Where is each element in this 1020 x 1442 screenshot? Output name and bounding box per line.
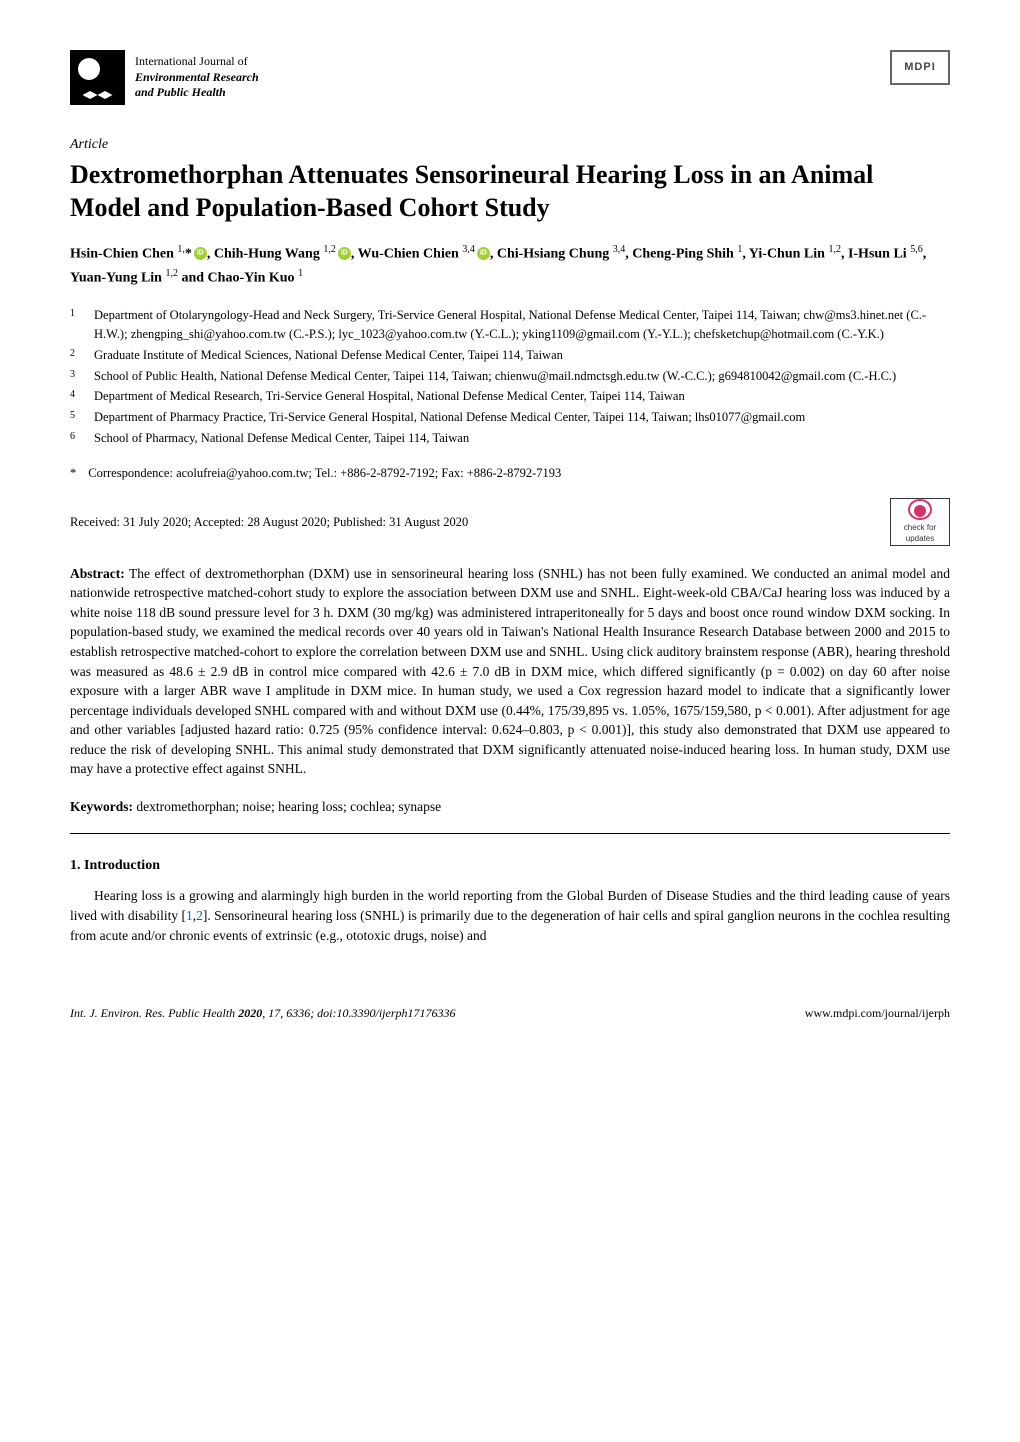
keywords-text: dextromethorphan; noise; hearing loss; c…: [136, 799, 441, 814]
affiliation-row: 5 Department of Pharmacy Practice, Tri-Se…: [70, 408, 950, 427]
abstract-label: Abstract:: [70, 566, 125, 581]
abstract-block: Abstract: The effect of dextromethorphan…: [70, 564, 950, 779]
journal-brand: International Journal of Environmental R…: [70, 50, 259, 105]
page-footer: Int. J. Environ. Res. Public Health 2020…: [70, 997, 950, 1022]
footer-url[interactable]: www.mdpi.com/journal/ijerph: [805, 1005, 950, 1022]
author-list: Hsin-Chien Chen 1,*, Chih-Hung Wang 1,2,…: [70, 242, 950, 290]
affiliation-row: 3 School of Public Health, National Defen…: [70, 367, 950, 386]
affiliation-number: 4: [70, 387, 82, 406]
article-title: Dextromethorphan Attenuates Sensorineura…: [70, 159, 950, 224]
affiliations-list: 1 Department of Otolaryngology-Head and N…: [70, 306, 950, 447]
crossmark-icon: [908, 499, 932, 520]
journal-line1: International Journal of: [135, 54, 259, 70]
keywords-block: Keywords: dextromethorphan; noise; heari…: [70, 797, 950, 834]
affiliation-text: Department of Medical Research, Tri-Serv…: [94, 387, 685, 406]
mdpi-logo-icon: MDPI: [890, 50, 950, 85]
check-updates-badge[interactable]: check for updates: [890, 498, 950, 546]
affiliation-row: 1 Department of Otolaryngology-Head and N…: [70, 306, 950, 344]
journal-title-block: International Journal of Environmental R…: [135, 54, 259, 101]
correspondence-symbol: *: [70, 464, 76, 482]
dates-row: Received: 31 July 2020; Accepted: 28 Aug…: [70, 498, 950, 546]
affiliation-text: School of Pharmacy, National Defense Med…: [94, 429, 469, 448]
affiliation-number: 6: [70, 429, 82, 448]
journal-line3: and Public Health: [135, 85, 259, 101]
affiliation-text: Graduate Institute of Medical Sciences, …: [94, 346, 563, 365]
affiliation-text: Department of Otolaryngology-Head and Ne…: [94, 306, 950, 344]
affiliation-text: School of Public Health, National Defens…: [94, 367, 896, 386]
check-updates-label: check for updates: [891, 522, 949, 545]
journal-url-link[interactable]: www.mdpi.com/journal/ijerph: [805, 1006, 950, 1020]
section-1-heading: 1. Introduction: [70, 856, 950, 876]
correspondence-line: * Correspondence: acolufreia@yahoo.com.t…: [70, 464, 950, 482]
affiliation-number: 3: [70, 367, 82, 386]
journal-line2: Environmental Research: [135, 70, 259, 86]
section-1-body: Hearing loss is a growing and alarmingly…: [70, 886, 950, 947]
affiliation-number: 2: [70, 346, 82, 365]
correspondence-text: Correspondence: acolufreia@yahoo.com.tw;…: [88, 464, 561, 482]
affiliation-number: 5: [70, 408, 82, 427]
publication-dates: Received: 31 July 2020; Accepted: 28 Aug…: [70, 513, 468, 531]
keywords-label: Keywords:: [70, 799, 133, 814]
abstract-text: The effect of dextromethorphan (DXM) use…: [70, 566, 950, 777]
affiliation-number: 1: [70, 306, 82, 344]
ijerph-logo-icon: [70, 50, 125, 105]
affiliation-text: Department of Pharmacy Practice, Tri-Ser…: [94, 408, 805, 427]
affiliation-row: 6 School of Pharmacy, National Defense Me…: [70, 429, 950, 448]
affiliation-row: 2 Graduate Institute of Medical Sciences,…: [70, 346, 950, 365]
affiliation-row: 4 Department of Medical Research, Tri-Ser…: [70, 387, 950, 406]
article-type: Article: [70, 135, 950, 155]
footer-citation: Int. J. Environ. Res. Public Health 2020…: [70, 1005, 456, 1022]
page-header: International Journal of Environmental R…: [70, 50, 950, 105]
